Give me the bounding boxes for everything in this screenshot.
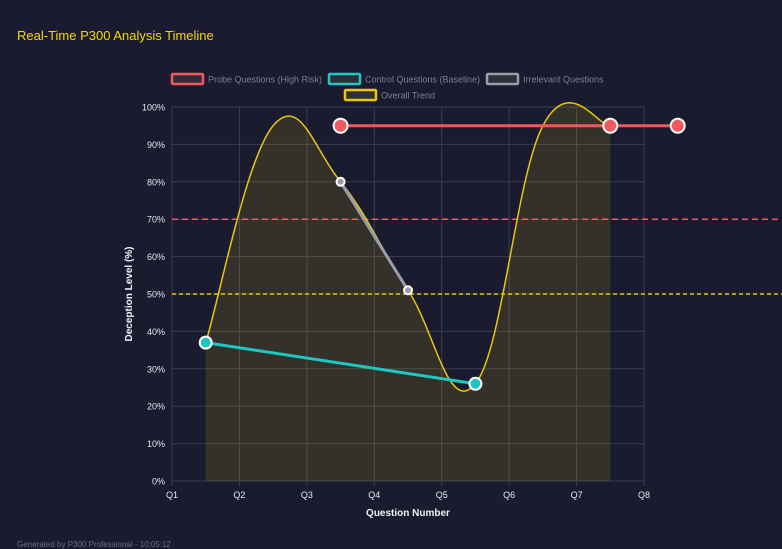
y-tick-label: 20% <box>147 402 165 412</box>
x-tick-label: Q2 <box>233 490 245 500</box>
footer-text: Generated by P300 Professional - 10:05:1… <box>17 540 171 549</box>
y-tick-label: 0% <box>152 477 165 487</box>
y-tick-label: 70% <box>147 215 165 225</box>
x-tick-label: Q1 <box>166 490 178 500</box>
y-tick-label: 80% <box>147 177 165 187</box>
data-point <box>335 176 346 187</box>
legend-label: Overall Trend <box>381 91 435 101</box>
legend-swatch <box>327 72 362 86</box>
page-title: Real-Time P300 Analysis Timeline <box>17 28 214 43</box>
overall-trend-line <box>204 102 611 392</box>
legend-swatch <box>343 88 378 102</box>
legend-label: Control Questions (Baseline) <box>365 75 480 85</box>
x-tick-label: Q5 <box>436 490 448 500</box>
y-tick-label: 60% <box>147 252 165 262</box>
data-point <box>332 117 349 134</box>
data-point <box>669 117 686 134</box>
x-axis-title: Question Number <box>366 508 450 519</box>
x-tick-label: Q7 <box>571 490 583 500</box>
y-tick-label: 40% <box>147 327 165 337</box>
legend-swatch <box>170 72 205 86</box>
y-tick-label: 50% <box>147 290 165 300</box>
y-tick-label: 90% <box>147 140 165 150</box>
legend-swatch <box>485 72 520 86</box>
x-tick-label: Q3 <box>301 490 313 500</box>
data-point <box>403 285 413 296</box>
series-line-1 <box>205 341 476 386</box>
legend-label: Probe Questions (High Risk) <box>208 75 322 85</box>
data-point <box>198 335 213 350</box>
x-tick-label: Q6 <box>503 490 515 500</box>
x-tick-label: Q4 <box>368 490 380 500</box>
y-tick-label: 30% <box>147 364 165 374</box>
data-point <box>602 117 619 134</box>
y-tick-label: 100% <box>142 103 165 113</box>
data-point <box>468 376 483 391</box>
y-tick-label: 10% <box>147 439 165 449</box>
x-tick-label: Q8 <box>638 490 650 500</box>
legend-label: Irrelevant Questions <box>523 75 604 85</box>
series-line-2 <box>339 181 410 292</box>
y-axis-title: Deception Level (%) <box>124 246 135 341</box>
